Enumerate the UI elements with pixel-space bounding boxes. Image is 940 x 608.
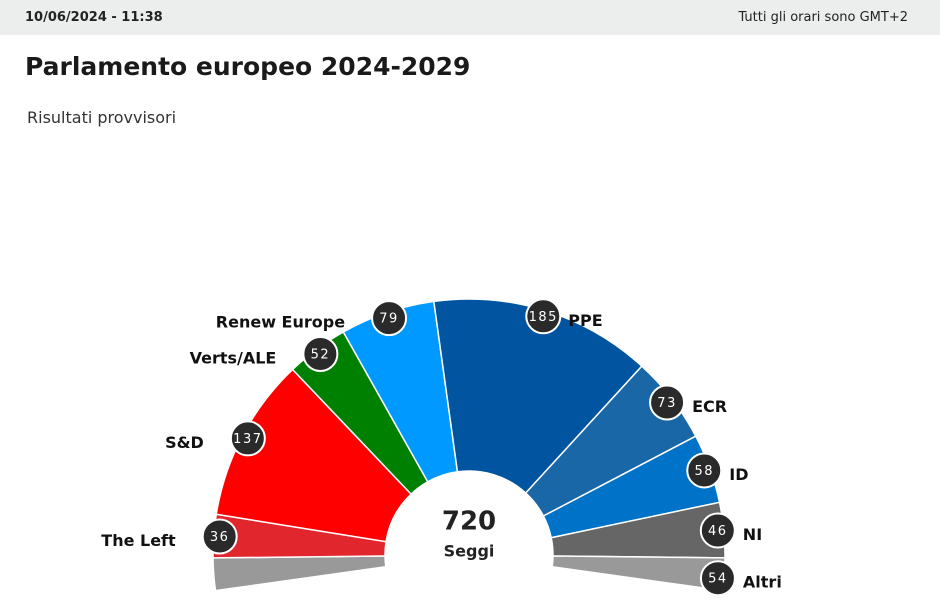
seat-segment bbox=[432, 298, 643, 495]
seat-segment bbox=[551, 555, 726, 592]
seat-count: 73 bbox=[657, 396, 677, 411]
seat-badge bbox=[525, 298, 562, 335]
total-label: Seggi bbox=[444, 542, 495, 561]
total: 720 bbox=[442, 507, 496, 537]
party-name: Renew Europe bbox=[216, 313, 345, 332]
party-name: Altri bbox=[743, 573, 782, 592]
timezone-note: Tutti gli orari sono GMT+2 bbox=[738, 10, 908, 25]
top-bar: 10/06/2024 - 11:38 Tutti gli orari sono … bbox=[0, 0, 940, 35]
seat-badge bbox=[699, 512, 736, 549]
party-name: PPE bbox=[568, 311, 602, 330]
party-name: S&D bbox=[165, 433, 204, 452]
seat-count: 46 bbox=[708, 524, 728, 539]
seat-segment bbox=[215, 368, 413, 543]
seat-segment bbox=[212, 555, 387, 592]
seat-count: 52 bbox=[311, 347, 331, 362]
seat-badge bbox=[649, 384, 686, 421]
chart-title: Parlamento europeo 2024-2029 bbox=[25, 52, 471, 81]
seat-count: 58 bbox=[694, 464, 714, 479]
seat-badge bbox=[686, 452, 723, 489]
timestamp: 10/06/2024 - 11:38 bbox=[25, 10, 163, 25]
seat-count: 137 bbox=[233, 432, 262, 447]
seat-badge bbox=[302, 335, 339, 372]
seat-badge bbox=[371, 300, 408, 337]
seat-count: 185 bbox=[529, 310, 558, 325]
seat-count: 79 bbox=[379, 312, 399, 327]
party-name: ID bbox=[729, 465, 748, 484]
party-name: NI bbox=[743, 525, 762, 544]
seat-badge bbox=[201, 518, 238, 555]
chart-subtitle: Risultati provvisori bbox=[27, 108, 177, 127]
party-name: Verts/ALE bbox=[190, 348, 277, 367]
seat-badge bbox=[699, 560, 736, 597]
seat-count: 36 bbox=[210, 530, 230, 545]
seat-badge bbox=[229, 420, 266, 457]
seat-count: 54 bbox=[708, 572, 728, 587]
party-name: ECR bbox=[692, 397, 727, 416]
party-name: The Left bbox=[101, 531, 176, 550]
